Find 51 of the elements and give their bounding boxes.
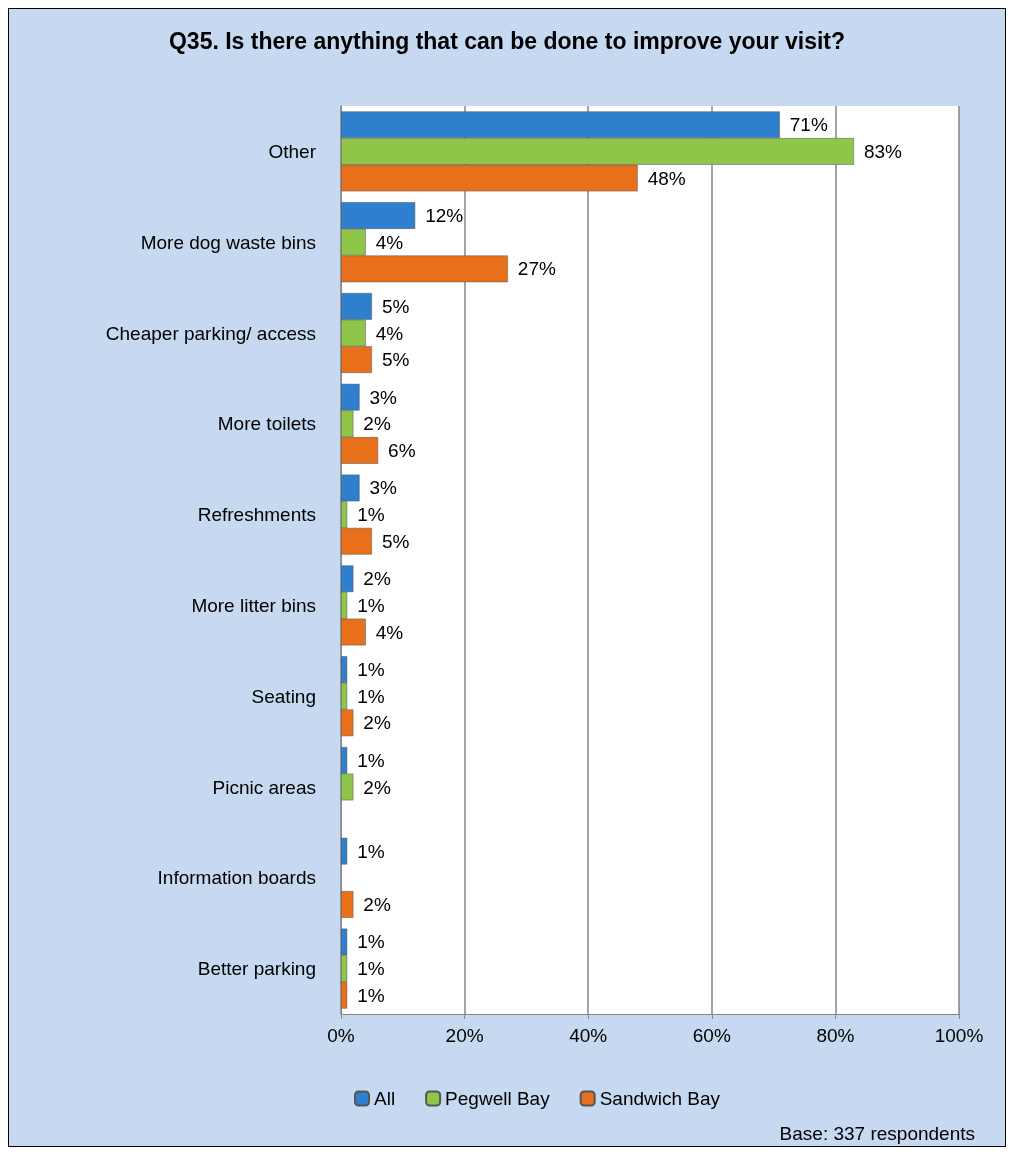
data-label: 1% (357, 958, 385, 980)
data-label: 4% (375, 621, 404, 643)
data-label: 1% (357, 840, 385, 862)
text: Base: 337 respondents (779, 1123, 975, 1144)
data-label: 5% (381, 349, 410, 371)
y-tick-label: Cheaper parking/ access (105, 322, 316, 344)
data-label: 2% (363, 413, 391, 435)
data-label: 5% (381, 295, 410, 317)
data-label: 3% (369, 386, 398, 408)
y-tick-label: More litter bins (191, 594, 316, 616)
bar (341, 891, 354, 918)
data-label: 1% (357, 749, 385, 771)
data-label: 1% (357, 594, 385, 616)
data-label: 1% (357, 931, 385, 953)
data-label: 1% (357, 504, 385, 526)
data-label: 3% (369, 477, 398, 499)
y-tick-label: More dog waste bins (140, 231, 316, 253)
x-tick-label: 100% (934, 1025, 984, 1046)
data-label: 2% (363, 893, 391, 915)
legend-label: All (374, 1088, 396, 1109)
data-label: 83% (863, 140, 903, 162)
data-label: 12% (425, 205, 464, 227)
y-tick-label: Seating (251, 685, 316, 707)
y-tick-label: Information boards (157, 867, 316, 889)
data-label: 2% (363, 568, 391, 590)
data-label: 4% (375, 231, 404, 253)
x-tick-label: 0% (327, 1025, 355, 1046)
y-tick-label: Refreshments (197, 504, 316, 526)
x-tick-label: 60% (692, 1025, 731, 1046)
y-tick-label: More toilets (217, 413, 316, 435)
data-label: 1% (357, 984, 385, 1006)
data-label: 5% (381, 530, 410, 552)
data-label: 2% (363, 712, 391, 734)
data-label: 4% (375, 322, 404, 344)
data-label: 71% (789, 114, 828, 136)
data-label: 6% (388, 439, 416, 461)
legend-label: Sandwich Bay (599, 1088, 721, 1109)
bar (341, 837, 348, 865)
x-tick-label: 40% (569, 1025, 608, 1046)
y-tick-label: Other (268, 140, 317, 162)
data-label: 48% (647, 167, 686, 189)
y-tick-label: Picnic areas (212, 776, 316, 798)
legend-label: Pegwell Bay (445, 1088, 551, 1109)
data-label: 1% (357, 685, 385, 707)
chart-title: Q35. Is there anything that can be done to improve your visit? (168, 28, 846, 54)
data-label: 1% (357, 659, 385, 681)
data-label: 2% (363, 776, 391, 798)
y-tick-label: Better parking (197, 958, 316, 980)
data-label: 27% (517, 258, 556, 280)
x-tick-label: 20% (445, 1025, 484, 1046)
x-tick-label: 80% (816, 1025, 855, 1046)
